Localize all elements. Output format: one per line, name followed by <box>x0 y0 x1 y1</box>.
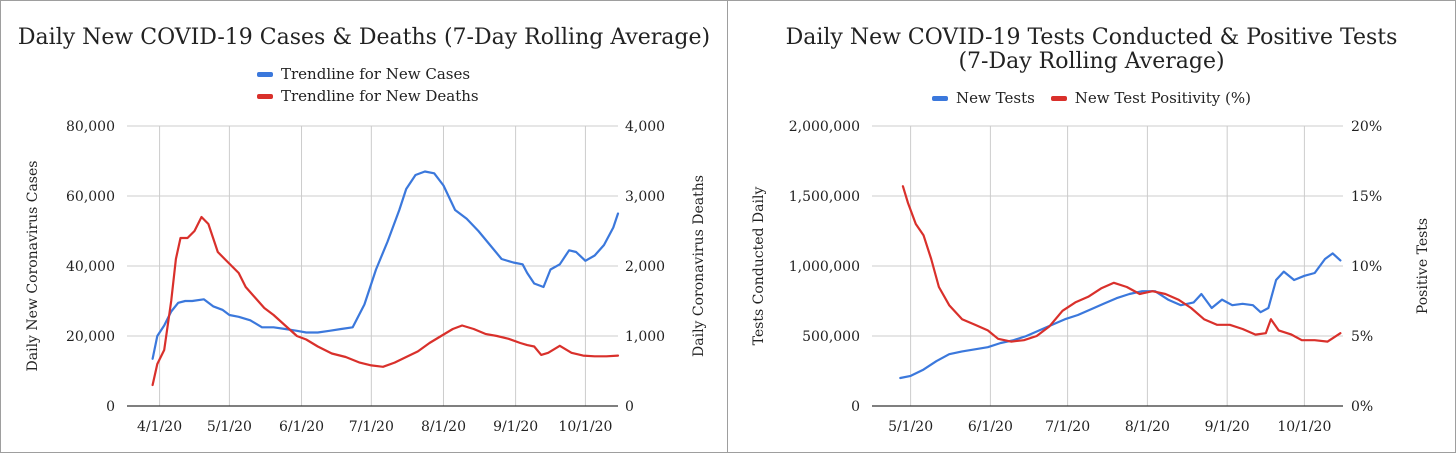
y2-axis-title: Positive Tests <box>1415 218 1431 314</box>
legend-label-cases: Trendline for New Cases <box>281 65 471 83</box>
y-tick-label: 0 <box>851 399 860 415</box>
legend-entry-positivity: New Test Positivity (%) <box>1050 87 1251 109</box>
y2-tick-label: 1,000 <box>625 329 665 345</box>
legend-label-tests: New Tests <box>956 89 1035 107</box>
y-tick-label: 2,000,000 <box>789 119 860 135</box>
chart-panel-tests-positivity: Daily New COVID-19 Tests Conducted & Pos… <box>727 0 1456 453</box>
legend-swatch-tests <box>932 95 949 101</box>
y2-tick-label: 3,000 <box>625 189 665 205</box>
y-tick-label: 40,000 <box>66 259 115 275</box>
series-line-red <box>151 215 620 387</box>
x-tick-label: 6/1/20 <box>279 419 324 435</box>
y-tick-label: 500,000 <box>802 329 860 345</box>
x-tick-label: 10/1/20 <box>558 419 612 435</box>
series-line-red <box>901 185 1342 343</box>
chart-title: Daily New COVID-19 Cases & Deaths (7-Day… <box>17 25 711 50</box>
x-tick-label: 9/1/20 <box>1205 419 1250 435</box>
chart-legend: Trendline for New Cases Trendline for Ne… <box>257 63 479 107</box>
y2-axis-title: Daily Coronavirus Deaths <box>691 175 707 357</box>
legend-entry-cases: Trendline for New Cases <box>257 63 479 85</box>
y-tick-label: 60,000 <box>66 189 115 205</box>
y-tick-label: 20,000 <box>66 329 115 345</box>
legend-label-deaths: Trendline for New Deaths <box>281 87 479 105</box>
x-tick-label: 7/1/20 <box>1045 419 1090 435</box>
series-line-blue <box>151 170 620 360</box>
y2-tick-label: 0 <box>625 399 634 415</box>
y2-tick-label: 2,000 <box>625 259 665 275</box>
y2-tick-label: 0% <box>1351 399 1373 415</box>
legend-swatch-cases <box>257 71 273 77</box>
x-tick-label: 10/1/20 <box>1277 419 1331 435</box>
chart-title: Daily New COVID-19 Tests Conducted & Pos… <box>785 25 1398 74</box>
x-tick-label: 5/1/20 <box>207 419 252 435</box>
x-tick-label: 4/1/20 <box>137 419 182 435</box>
x-tick-label: 5/1/20 <box>888 419 933 435</box>
y-axis-title: Tests Conducted Daily <box>751 187 767 346</box>
legend-entry-tests: New Tests <box>932 87 1035 109</box>
y2-tick-label: 15% <box>1351 189 1382 205</box>
y-tick-label: 0 <box>106 399 115 415</box>
cases-deaths-chart: 0 0 20,000 1,000 40,000 2,000 60,000 3,000 80,00… <box>25 119 707 435</box>
legend-swatch-deaths <box>257 93 273 99</box>
chart-panel-cases-deaths: Daily New COVID-19 Cases & Deaths (7-Day… <box>0 0 728 453</box>
x-tick-label: 8/1/20 <box>1125 419 1170 435</box>
y-tick-label: 80,000 <box>66 119 115 135</box>
x-tick-label: 7/1/20 <box>349 419 394 435</box>
y2-tick-label: 10% <box>1351 259 1382 275</box>
y2-tick-label: 5% <box>1351 329 1373 345</box>
chart-legend: New Tests New Test Positivity (%) <box>728 87 1455 109</box>
legend-swatch-positivity <box>1050 95 1067 101</box>
y2-tick-label: 20% <box>1351 119 1382 135</box>
series-line-blue <box>899 252 1342 380</box>
tests-positivity-chart: 0 0% 500,000 5% 1,000,000 10% 1,500,000 15% 2,00… <box>751 119 1431 435</box>
y2-tick-label: 4,000 <box>625 119 665 135</box>
x-tick-label: 8/1/20 <box>421 419 466 435</box>
legend-label-positivity: New Test Positivity (%) <box>1074 89 1251 107</box>
y-axis-title: Daily New Coronavirus Cases <box>25 161 41 372</box>
y-tick-label: 1,500,000 <box>789 189 860 205</box>
legend-entry-deaths: Trendline for New Deaths <box>257 85 479 107</box>
y-tick-label: 1,000,000 <box>789 259 860 275</box>
x-tick-label: 9/1/20 <box>493 419 538 435</box>
x-tick-label: 6/1/20 <box>968 419 1013 435</box>
